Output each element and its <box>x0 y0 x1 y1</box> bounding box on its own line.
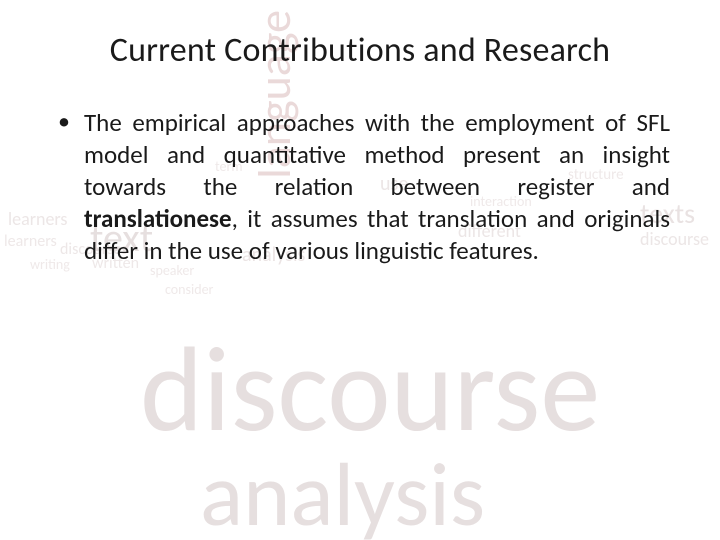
slide-title: Current Contributions and Research <box>50 30 670 71</box>
bullet-text-bold: translationese <box>84 203 232 234</box>
bullet-text-pre: The empirical approaches with the employ… <box>84 107 670 202</box>
bullet-item: The empirical approaches with the employ… <box>58 107 670 267</box>
bullet-list: The empirical approaches with the employ… <box>50 107 670 267</box>
slide-content: Current Contributions and Research The e… <box>0 0 720 540</box>
